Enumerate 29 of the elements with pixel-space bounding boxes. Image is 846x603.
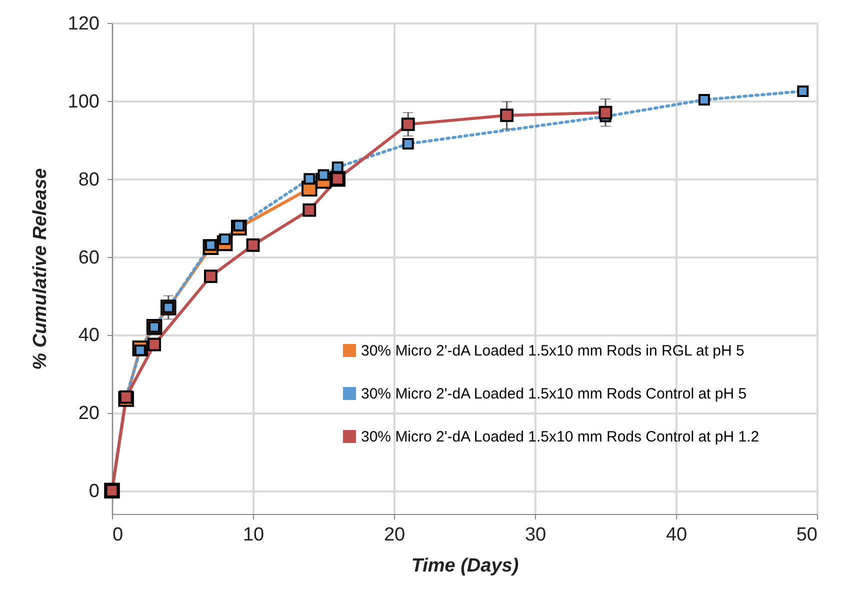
point bbox=[402, 138, 414, 150]
legend-label: 30% Micro 2'-dA Loaded 1.5x10 mm Rods Control at pH 1.2 bbox=[361, 428, 760, 446]
point bbox=[302, 203, 316, 217]
y-tick-label: 80 bbox=[78, 169, 100, 190]
point bbox=[500, 108, 514, 122]
y-tick-label: 0 bbox=[88, 481, 100, 502]
y-tick-label: 120 bbox=[68, 14, 100, 34]
x-tick-label: 20 bbox=[384, 524, 406, 546]
point bbox=[204, 270, 218, 283]
point bbox=[148, 338, 161, 352]
point bbox=[698, 94, 710, 106]
point bbox=[598, 106, 612, 120]
x-tick-label: 40 bbox=[666, 524, 688, 546]
y-tick-label: 20 bbox=[78, 403, 100, 424]
point bbox=[401, 118, 415, 132]
y-tick-label: 100 bbox=[68, 91, 100, 112]
y-tick-label: 40 bbox=[78, 325, 100, 346]
x-tick-label: 50 bbox=[796, 524, 818, 546]
x-tick-label: 0 bbox=[112, 524, 124, 546]
point bbox=[797, 85, 809, 97]
point bbox=[304, 173, 316, 185]
x-axis-title: Time (Days) bbox=[411, 556, 519, 576]
point bbox=[246, 238, 260, 252]
y-tick-label: 60 bbox=[78, 247, 100, 268]
x-tick-label: 30 bbox=[524, 524, 546, 546]
x-tick-label: 10 bbox=[242, 524, 264, 546]
legend-label: 30% Micro 2'-dA Loaded 1.5x10 mm Rods in RGL at pH 5 bbox=[361, 342, 744, 360]
legend-label: 30% Micro 2'-dA Loaded 1.5x10 mm Rods Control at pH 5 bbox=[361, 386, 747, 402]
y-axis-title: % Cumulative Release bbox=[30, 168, 51, 370]
